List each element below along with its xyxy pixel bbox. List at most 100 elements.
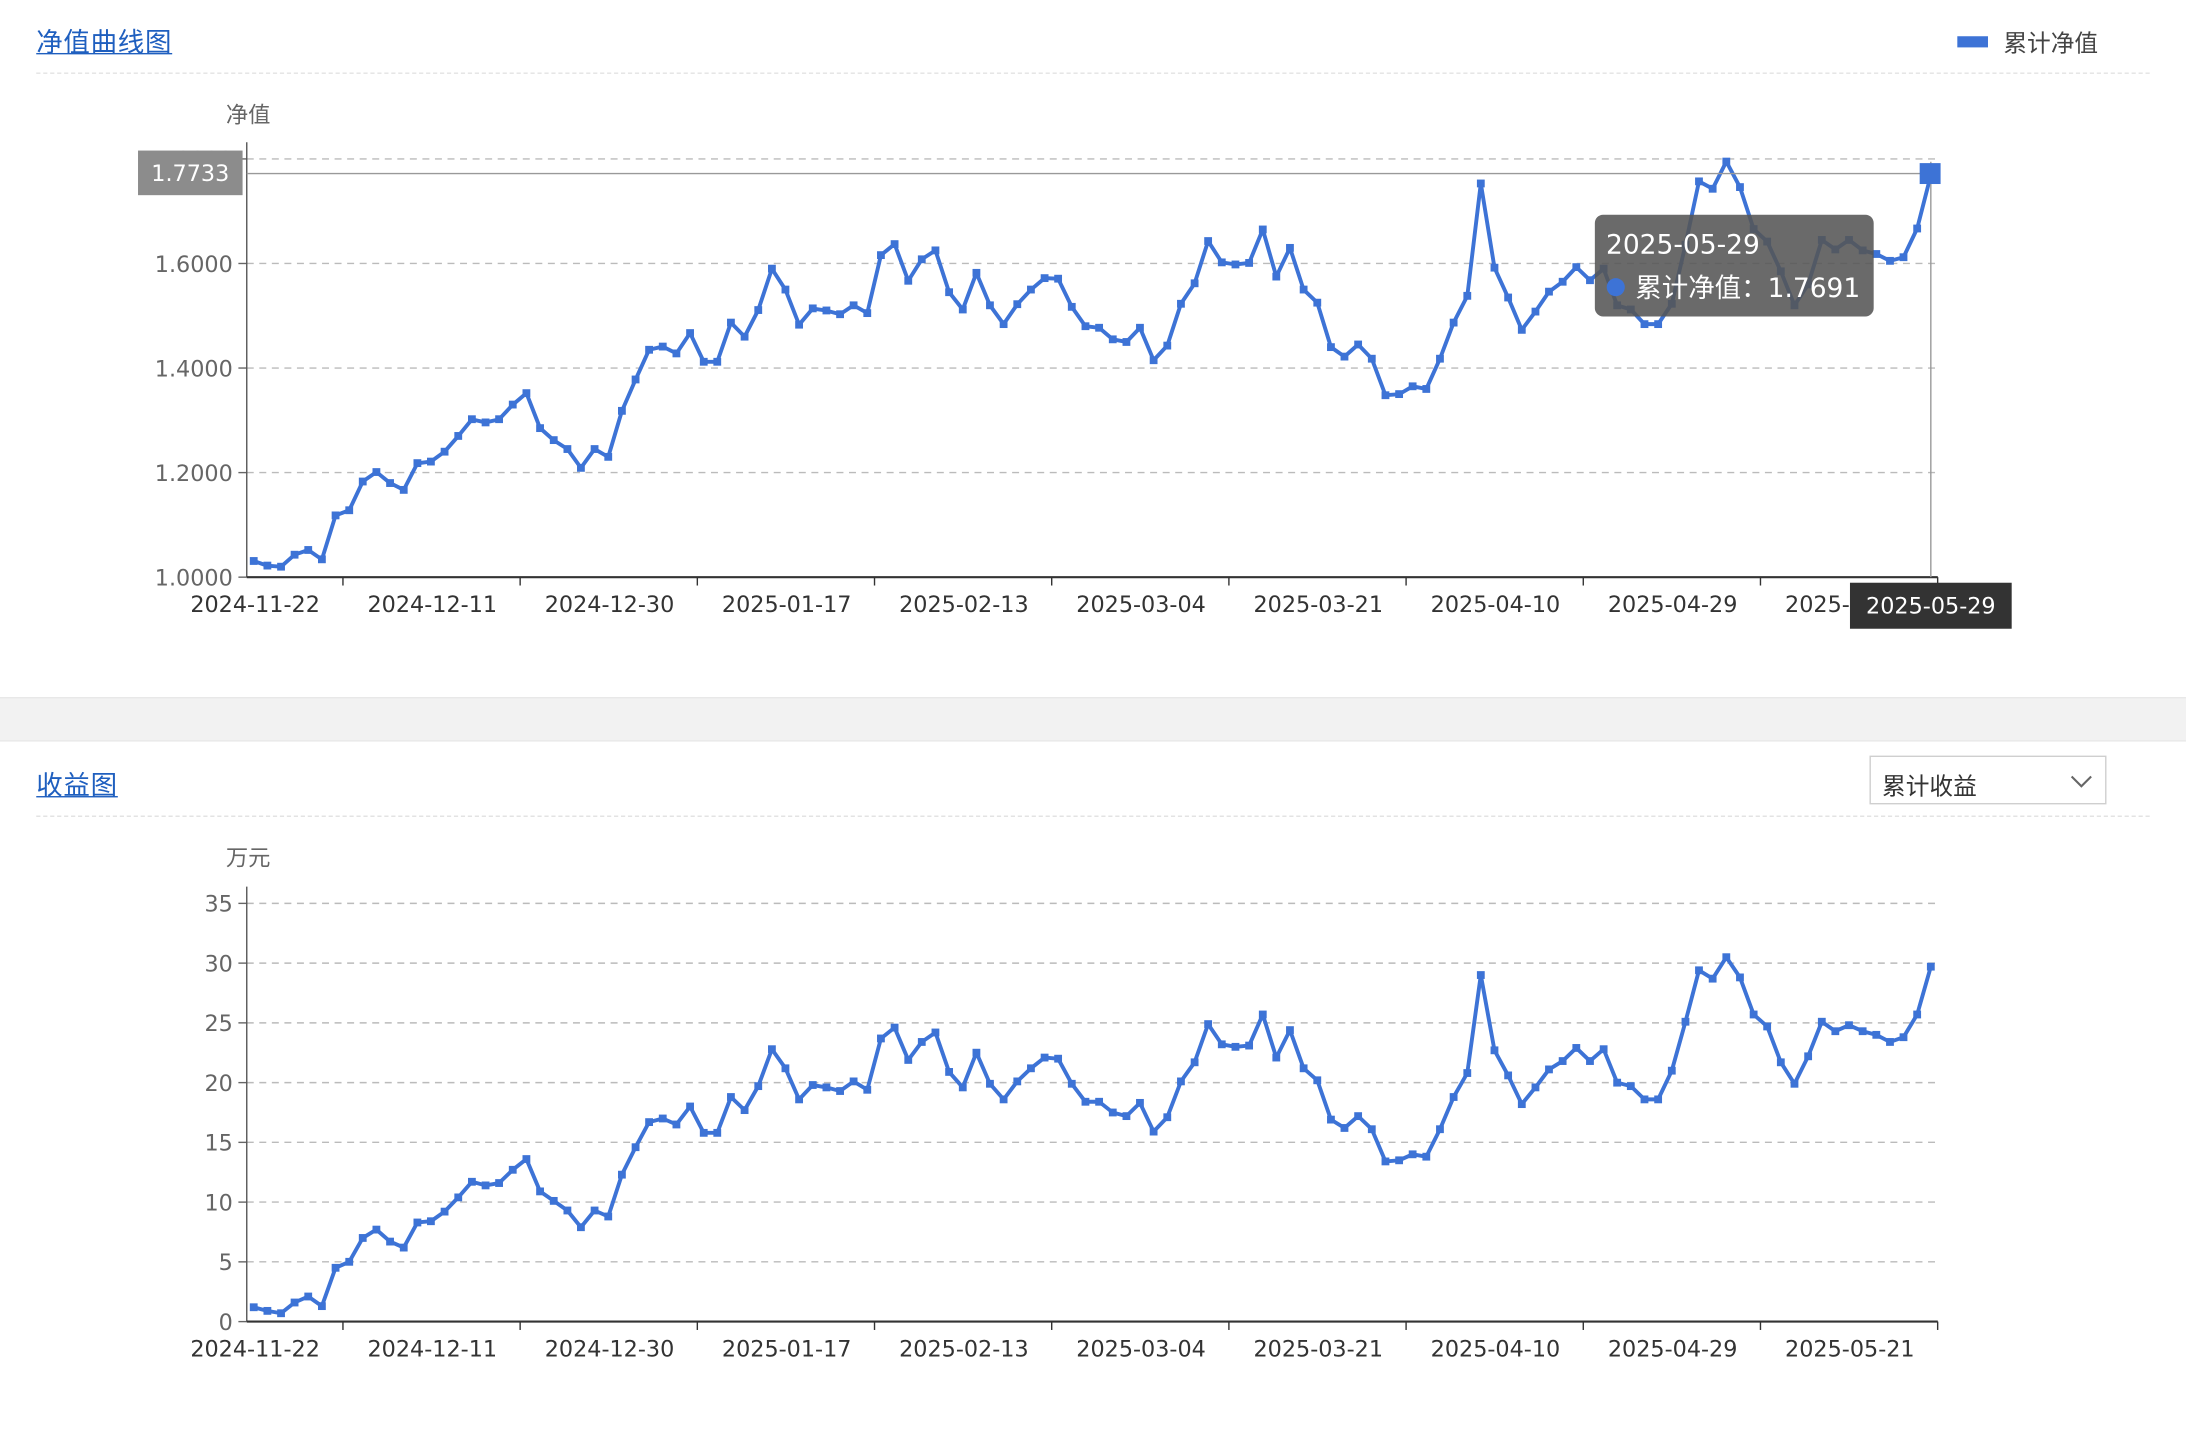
data-point[interactable] — [1313, 298, 1322, 307]
data-point[interactable] — [1708, 184, 1717, 193]
data-point[interactable] — [645, 1118, 653, 1127]
data-point[interactable] — [1395, 390, 1404, 399]
highlight-point[interactable] — [1919, 163, 1941, 185]
data-point[interactable] — [1531, 307, 1540, 316]
data-point[interactable] — [1272, 1053, 1281, 1062]
data-point[interactable] — [795, 1095, 804, 1104]
data-point[interactable] — [1054, 274, 1063, 283]
data-point[interactable] — [1258, 1010, 1267, 1019]
data-point[interactable] — [808, 304, 817, 313]
data-point[interactable] — [1381, 391, 1390, 400]
data-point[interactable] — [1531, 1083, 1540, 1092]
data-point[interactable] — [1286, 1026, 1294, 1035]
data-point[interactable] — [1558, 1057, 1567, 1065]
data-point[interactable] — [454, 432, 463, 440]
data-point[interactable] — [1381, 1157, 1390, 1166]
data-point[interactable] — [1081, 1097, 1090, 1106]
data-point[interactable] — [358, 1234, 367, 1242]
data-point[interactable] — [1395, 1156, 1404, 1165]
data-point[interactable] — [1708, 974, 1717, 983]
data-point[interactable] — [631, 375, 640, 384]
data-point[interactable] — [386, 479, 394, 487]
data-point[interactable] — [604, 452, 613, 461]
data-point[interactable] — [1858, 1027, 1867, 1036]
data-point[interactable] — [1613, 1078, 1622, 1087]
data-point[interactable] — [1476, 971, 1485, 979]
data-point[interactable] — [1695, 966, 1703, 975]
data-point[interactable] — [304, 546, 313, 554]
data-point[interactable] — [945, 1068, 954, 1076]
data-point[interactable] — [1177, 1077, 1185, 1086]
data-point[interactable] — [563, 445, 572, 453]
data-point[interactable] — [1354, 1112, 1363, 1121]
data-point[interactable] — [999, 1095, 1008, 1104]
data-point[interactable] — [645, 345, 653, 354]
data-point[interactable] — [1586, 1057, 1594, 1065]
data-point[interactable] — [1913, 1010, 1922, 1019]
data-point[interactable] — [699, 1128, 708, 1137]
data-point[interactable] — [549, 1196, 558, 1205]
data-point[interactable] — [1736, 183, 1744, 191]
data-point[interactable] — [1586, 276, 1594, 285]
data-point[interactable] — [1749, 1010, 1758, 1019]
data-point[interactable] — [467, 415, 476, 424]
data-point[interactable] — [467, 1177, 476, 1186]
data-point[interactable] — [713, 357, 722, 366]
data-point[interactable] — [413, 459, 422, 468]
data-point[interactable] — [986, 1079, 994, 1088]
data-point[interactable] — [849, 1077, 858, 1086]
data-point[interactable] — [945, 288, 954, 297]
data-point[interactable] — [1340, 1124, 1349, 1132]
data-point[interactable] — [931, 1028, 940, 1037]
data-point[interactable] — [549, 436, 558, 445]
data-point[interactable] — [604, 1212, 613, 1221]
data-point[interactable] — [372, 468, 381, 476]
data-point[interactable] — [699, 357, 708, 366]
data-point[interactable] — [781, 285, 790, 294]
data-point[interactable] — [1136, 323, 1144, 332]
data-point[interactable] — [1204, 237, 1213, 245]
data-point[interactable] — [317, 1302, 326, 1311]
data-point[interactable] — [1422, 1152, 1431, 1161]
data-point[interactable] — [1040, 274, 1049, 283]
data-point[interactable] — [904, 1056, 913, 1064]
data-point[interactable] — [1272, 272, 1281, 281]
data-point[interactable] — [536, 1187, 544, 1196]
data-point[interactable] — [1626, 1082, 1635, 1091]
data-point[interactable] — [727, 1093, 735, 1101]
data-point[interactable] — [768, 1045, 776, 1054]
data-point[interactable] — [1790, 1079, 1799, 1088]
data-point[interactable] — [277, 562, 285, 571]
data-point[interactable] — [1204, 1020, 1213, 1029]
data-point[interactable] — [1027, 1064, 1035, 1073]
data-point[interactable] — [536, 424, 544, 433]
data-point[interactable] — [1327, 1115, 1335, 1124]
data-point[interactable] — [1640, 1095, 1649, 1104]
data-point[interactable] — [1122, 1112, 1131, 1121]
data-point[interactable] — [1040, 1053, 1049, 1062]
data-point[interactable] — [1722, 157, 1731, 166]
data-point[interactable] — [345, 506, 354, 515]
data-point[interactable] — [1490, 263, 1499, 272]
data-point[interactable] — [1681, 1017, 1690, 1026]
data-point[interactable] — [618, 406, 626, 415]
data-point[interactable] — [577, 1223, 585, 1232]
data-point[interactable] — [1572, 1044, 1581, 1052]
data-point[interactable] — [427, 457, 435, 466]
income-chart-title[interactable]: 收益图 — [36, 770, 118, 802]
data-point[interactable] — [972, 1048, 981, 1057]
data-point[interactable] — [863, 1085, 872, 1094]
data-point[interactable] — [1163, 1113, 1172, 1122]
data-point[interactable] — [904, 276, 913, 285]
data-point[interactable] — [1231, 1042, 1240, 1051]
data-point[interactable] — [1558, 277, 1567, 286]
data-point[interactable] — [1013, 300, 1022, 309]
data-point[interactable] — [1722, 953, 1731, 962]
data-point[interactable] — [1095, 323, 1104, 332]
nav-legend[interactable]: 累计净值 — [1957, 24, 2098, 59]
data-point[interactable] — [1572, 263, 1581, 272]
data-point[interactable] — [1831, 1027, 1840, 1036]
data-point[interactable] — [1913, 224, 1922, 233]
data-point[interactable] — [427, 1217, 435, 1226]
